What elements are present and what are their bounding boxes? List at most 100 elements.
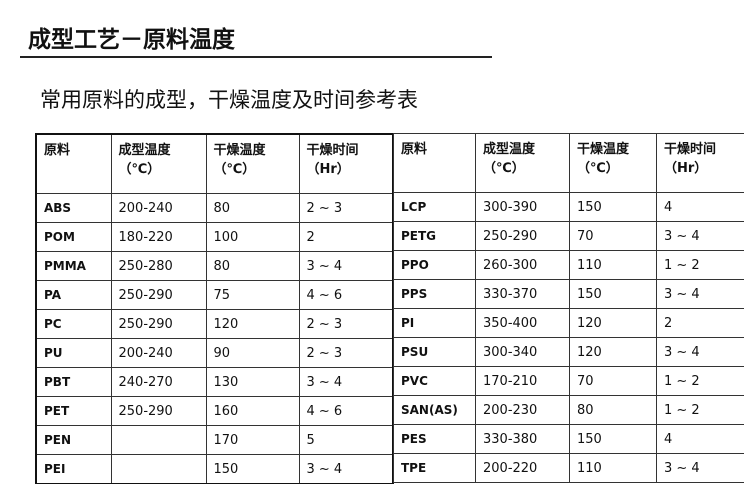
table: 原料 成型温度 （℃） 干燥温度 （℃） 干燥时间 （Hr） LCP 300-390 150 4 PE…: [393, 133, 744, 483]
header-cell: 原料: [393, 133, 476, 193]
row: TPE 200-220 110 3 ~ 4: [393, 453, 744, 483]
cell: 250-290: [110, 396, 207, 426]
header-text: 干燥时间: [306, 143, 359, 158]
cell: PETG: [393, 221, 476, 251]
cell: 1 ~ 2: [656, 395, 744, 425]
header-cell: 成型温度 （℃）: [110, 133, 207, 194]
cell: 3 ~ 4: [298, 454, 394, 484]
row: POM 180-220 100 2: [35, 222, 394, 252]
cell: 330-370: [475, 279, 570, 309]
row: PPO 260-300 110 1 ~ 2: [393, 250, 744, 280]
title: 成型工艺－原料温度: [28, 27, 235, 53]
row: PEN 170 5: [35, 425, 394, 455]
cell: PSU: [393, 337, 476, 367]
header-text: 干燥温度: [213, 143, 266, 158]
header-cell: 干燥时间 （Hr）: [656, 133, 744, 193]
cell: 180-220: [110, 222, 207, 252]
cell: PU: [35, 338, 112, 368]
cell: PVC: [393, 366, 476, 396]
cell: 250-290: [475, 221, 570, 251]
cell: 260-300: [475, 250, 570, 280]
header-text: 成型温度: [483, 142, 536, 157]
header-text: 原料: [401, 142, 428, 157]
cell: PBT: [35, 367, 112, 397]
cell: 3 ~ 4: [298, 367, 394, 397]
cell: 160: [205, 396, 300, 426]
cell: 120: [569, 337, 657, 367]
header-cell: 干燥温度 （℃）: [205, 133, 300, 194]
row: PC 250-290 120 2 ~ 3: [35, 309, 394, 339]
cell: 5: [298, 425, 394, 455]
cell: 120: [205, 309, 300, 339]
row: PA 250-290 75 4 ~ 6: [35, 280, 394, 310]
row: PETG 250-290 70 3 ~ 4: [393, 221, 744, 251]
cell: PC: [35, 309, 112, 339]
row: ABS 200-240 80 2 ~ 3: [35, 193, 394, 223]
cell: 1 ~ 2: [656, 366, 744, 396]
cell: 120: [569, 308, 657, 338]
cell: 3 ~ 4: [298, 251, 394, 281]
cell: PPS: [393, 279, 476, 309]
cell: 200-230: [475, 395, 570, 425]
cell: 2 ~ 3: [298, 193, 394, 223]
cell: 4 ~ 6: [298, 396, 394, 426]
cell: 250-290: [110, 280, 207, 310]
cell: 75: [205, 280, 300, 310]
row: PVC 170-210 70 1 ~ 2: [393, 366, 744, 396]
cell: 150: [569, 279, 657, 309]
cell: 170-210: [475, 366, 570, 396]
header-text: 成型温度: [118, 143, 171, 158]
cell: 3 ~ 4: [656, 279, 744, 309]
cell: PEI: [35, 454, 112, 484]
cell: 3 ~ 4: [656, 221, 744, 251]
cell: 300-340: [475, 337, 570, 367]
header-text: （℃）: [118, 162, 161, 177]
header-cell: 干燥温度 （℃）: [569, 133, 657, 193]
cell: 110: [569, 453, 657, 483]
cell: 2: [656, 308, 744, 338]
cell: 80: [205, 193, 300, 223]
cell: 70: [569, 366, 657, 396]
title-rule: [20, 56, 492, 58]
row: PEI 150 3 ~ 4: [35, 454, 394, 484]
header-text: 干燥时间: [664, 142, 717, 157]
cell: 4 ~ 6: [298, 280, 394, 310]
header-text: （℃）: [577, 161, 619, 176]
row: PBT 240-270 130 3 ~ 4: [35, 367, 394, 397]
cell: 80: [569, 395, 657, 425]
cell: 2 ~ 3: [298, 338, 394, 368]
row: SAN(AS) 200-230 80 1 ~ 2: [393, 395, 744, 425]
cell: PA: [35, 280, 112, 310]
row: PES 330-380 150 4: [393, 424, 744, 454]
cell: 240-270: [110, 367, 207, 397]
cell: 300-390: [475, 192, 570, 222]
table: 原料 成型温度 （℃） 干燥温度 （℃） 干燥时间 （Hr） ABS 200-240 80 2 ~ …: [35, 133, 394, 484]
cell: PES: [393, 424, 476, 454]
row: PET 250-290 160 4 ~ 6: [35, 396, 394, 426]
cell: 2: [298, 222, 394, 252]
cell: 200-240: [110, 193, 207, 223]
header-cell: 成型温度 （℃）: [475, 133, 570, 193]
cell: 200-240: [110, 338, 207, 368]
cell: 2 ~ 3: [298, 309, 394, 339]
cell: SAN(AS): [393, 395, 476, 425]
cell: PMMA: [35, 251, 112, 281]
cell: 150: [569, 192, 657, 222]
cell: PEN: [35, 425, 112, 455]
header-row: 原料 成型温度 （℃） 干燥温度 （℃） 干燥时间 （Hr）: [35, 133, 394, 194]
cell: PI: [393, 308, 476, 338]
header-text: （Hr）: [664, 161, 708, 176]
row: PPS 330-370 150 3 ~ 4: [393, 279, 744, 309]
cell: 150: [205, 454, 300, 484]
row: PMMA 250-280 80 3 ~ 4: [35, 251, 394, 281]
cell: 130: [205, 367, 300, 397]
cell: 4: [656, 192, 744, 222]
row: PSU 300-340 120 3 ~ 4: [393, 337, 744, 367]
row: LCP 300-390 150 4: [393, 192, 744, 222]
cell: 330-380: [475, 424, 570, 454]
subtitle: 常用原料的成型，干燥温度及时间参考表: [40, 88, 418, 112]
row: PI 350-400 120 2: [393, 308, 744, 338]
cell: 4: [656, 424, 744, 454]
cell: 250-290: [110, 309, 207, 339]
